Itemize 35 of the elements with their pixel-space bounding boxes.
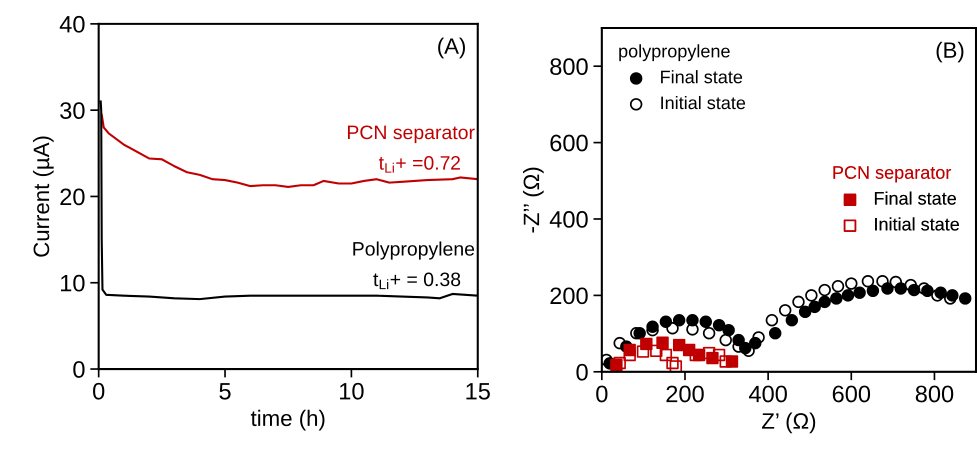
y-tick-label: 30 bbox=[60, 102, 85, 119]
y-tick-label: 0 bbox=[576, 364, 588, 381]
y-tick-label: 400 bbox=[550, 211, 588, 228]
x-tick-label: 200 bbox=[666, 386, 704, 402]
y-axis-title: -Z’’ (Ω) bbox=[522, 168, 544, 233]
y-tick-label: 200 bbox=[550, 287, 588, 304]
x-tick-label: 400 bbox=[748, 386, 787, 402]
annotation: t$_{Li}$+ =0.72 bbox=[378, 156, 460, 173]
x-axis-title: time (h) bbox=[250, 410, 324, 430]
legend-label: Final state bbox=[874, 191, 956, 205]
x-tick-label: 0 bbox=[93, 382, 104, 400]
legend-label: Initial state bbox=[875, 217, 959, 231]
legend-label: Final state bbox=[661, 70, 742, 84]
x-tick-label: 600 bbox=[832, 386, 870, 402]
series-label: PCN separator bbox=[348, 125, 475, 144]
y-tick-label: 0 bbox=[73, 361, 85, 378]
text: polypropylene bbox=[619, 44, 730, 62]
y-tick-label: 40 bbox=[60, 16, 85, 33]
legend-label: Initial state bbox=[661, 96, 746, 110]
x-tick-label: 5 bbox=[219, 383, 231, 400]
y-axis-title: Current (µA) bbox=[32, 136, 54, 257]
y-tick-label: 10 bbox=[61, 274, 85, 292]
x-axis-title: Z’ (Ω) bbox=[762, 412, 816, 434]
x-tick-label: 10 bbox=[340, 382, 364, 400]
series-label: Polypropylene bbox=[353, 241, 474, 260]
annotation: (A) bbox=[438, 38, 465, 58]
annotation: (B) bbox=[936, 42, 964, 62]
x-tick-label: 800 bbox=[916, 386, 954, 402]
x-tick-label: 15 bbox=[466, 383, 490, 400]
y-tick-label: 20 bbox=[60, 188, 85, 206]
y-tick-label: 600 bbox=[550, 134, 588, 152]
y-tick-label: 800 bbox=[550, 58, 588, 75]
annotation: t$_{Li}$+ = 0.38 bbox=[373, 272, 460, 290]
x-tick-label: 0 bbox=[596, 386, 608, 402]
text: PCN separator bbox=[833, 166, 952, 182]
